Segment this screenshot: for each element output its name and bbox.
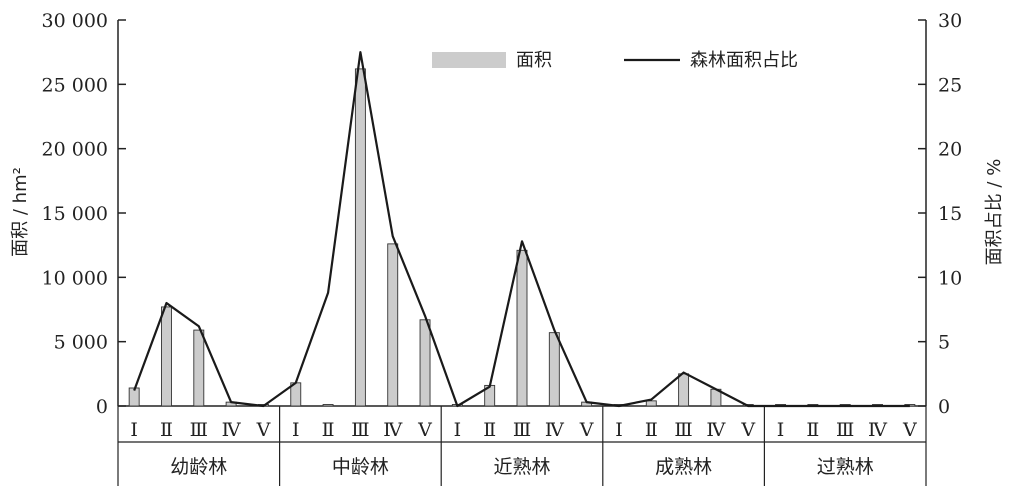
x-tick-label: Ⅴ <box>902 419 917 441</box>
x-tick-label: Ⅱ <box>806 419 819 441</box>
x-tick-label: Ⅲ <box>674 419 692 441</box>
y-tick-label-right: 5 <box>938 332 950 354</box>
y-tick-label-left: 0 <box>96 396 108 418</box>
x-tick-label: Ⅳ <box>383 419 403 441</box>
x-group-label: 近熟林 <box>493 456 550 478</box>
legend-label-share: 森林面积占比 <box>690 50 798 71</box>
y-axis-title-left: 面积 / hm² <box>10 167 31 257</box>
bar <box>645 400 657 407</box>
y-tick-label-left: 20 000 <box>42 139 108 161</box>
x-tick-label: Ⅳ <box>706 419 726 441</box>
y-tick-label-right: 30 <box>938 10 962 32</box>
x-tick-label: Ⅴ <box>256 419 271 441</box>
x-tick-label: Ⅳ <box>222 419 242 441</box>
y-tick-label-right: 25 <box>938 74 962 96</box>
bar <box>193 329 205 407</box>
bar <box>678 373 690 407</box>
x-tick-label: Ⅴ <box>417 419 432 441</box>
y-tick-label-left: 10 000 <box>42 267 108 289</box>
y-tick-label-right: 10 <box>938 267 962 289</box>
x-tick-label: Ⅴ <box>579 419 594 441</box>
y-tick-label-right: 0 <box>938 396 950 418</box>
y-axis-title-right: 面积占比 / % <box>984 159 1005 266</box>
bar <box>161 306 172 407</box>
legend: 面积 森林面积占比 <box>432 50 798 71</box>
x-group-label: 成熟林 <box>655 456 712 478</box>
x-tick-label: Ⅰ <box>292 419 300 441</box>
x-group-label: 幼龄林 <box>170 456 227 478</box>
bar <box>548 332 560 407</box>
x-tick-label: Ⅱ <box>322 419 335 441</box>
y-axis-left: 0 5 000 10 000 15 000 20 000 25 000 30 000 <box>42 10 126 418</box>
x-tick-label: Ⅰ <box>615 419 623 441</box>
x-tick-label: Ⅳ <box>868 419 888 441</box>
bar <box>128 387 140 407</box>
y-axis-right: 0 5 10 15 20 25 30 <box>918 10 962 418</box>
legend-label-area: 面积 <box>516 50 552 71</box>
x-tick-label: Ⅱ <box>483 419 496 441</box>
legend-swatch-area <box>432 52 506 68</box>
x-tick-label: Ⅰ <box>130 419 138 441</box>
y-tick-label-right: 15 <box>938 203 962 225</box>
bar <box>322 404 334 407</box>
y-tick-label-left: 30 000 <box>42 10 108 32</box>
x-tick-label: Ⅴ <box>740 419 755 441</box>
series-line <box>133 51 910 408</box>
x-group-label: 过熟林 <box>817 456 874 478</box>
x-tick-label: Ⅲ <box>351 419 369 441</box>
y-tick-label-left: 25 000 <box>42 74 108 96</box>
x-tick-label: Ⅳ <box>545 419 565 441</box>
y-tick-label-left: 15 000 <box>42 203 108 225</box>
x-tick-label: Ⅱ <box>160 419 173 441</box>
bar <box>419 319 431 407</box>
x-tick-label: Ⅲ <box>513 419 531 441</box>
x-tick-label: Ⅱ <box>645 419 658 441</box>
x-group-label: 中龄林 <box>332 456 389 478</box>
x-tick-label: Ⅰ <box>777 419 785 441</box>
bar <box>516 249 528 407</box>
bar <box>387 243 399 407</box>
x-tick-label: Ⅲ <box>190 419 208 441</box>
x-tick-label: Ⅲ <box>836 419 854 441</box>
line-series <box>133 51 910 408</box>
x-tick-label: Ⅰ <box>454 419 462 441</box>
y-tick-label-left: 5 000 <box>54 332 108 354</box>
y-tick-label-right: 20 <box>938 139 962 161</box>
bar-series <box>128 68 916 407</box>
bar <box>354 68 366 407</box>
